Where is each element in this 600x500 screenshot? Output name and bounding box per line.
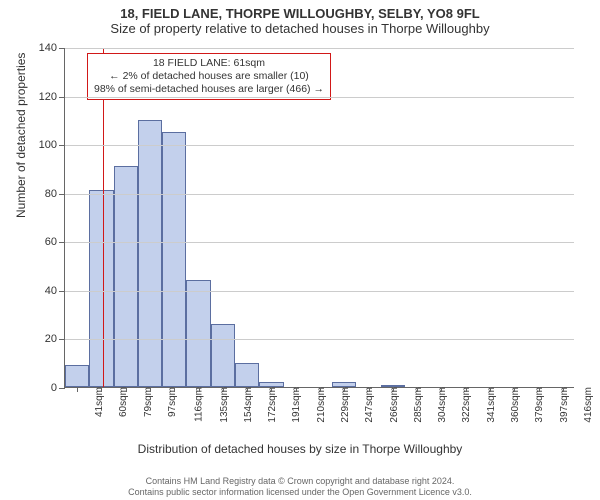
x-tick [417,387,418,392]
x-tick-label: 79sqm [141,387,154,417]
x-tick [320,387,321,392]
x-tick [199,387,200,392]
annotation-text-line: ← 2% of detached houses are smaller (10) [94,70,324,83]
x-tick [126,387,127,392]
chart-title: 18, FIELD LANE, THORPE WILLOUGHBY, SELBY… [0,0,600,21]
x-tick [150,387,151,392]
x-tick-label: 247sqm [362,387,375,423]
x-tick-label: 191sqm [289,387,302,423]
histogram-bar [65,365,89,387]
chart-plot-area: 18 FIELD LANE: 61sqm ← 2% of detached ho… [64,48,574,388]
y-tick-label: 40 [45,285,65,297]
x-tick [514,387,515,392]
annotation-box: 18 FIELD LANE: 61sqm ← 2% of detached ho… [87,53,331,100]
y-tick-label: 0 [51,382,65,394]
annotation-text-line: 98% of semi-detached houses are larger (… [94,83,324,96]
x-tick [174,387,175,392]
x-tick-label: 322sqm [459,387,472,423]
x-tick [271,387,272,392]
gridline [65,291,574,292]
x-tick-label: 116sqm [192,387,205,422]
x-tick [490,387,491,392]
x-tick [296,387,297,392]
x-tick-label: 266sqm [386,387,399,423]
x-tick [441,387,442,392]
y-tick-label: 120 [39,91,65,103]
x-tick [393,387,394,392]
x-tick-label: 172sqm [265,387,278,423]
x-tick-label: 360sqm [508,387,521,423]
chart-subtitle: Size of property relative to detached ho… [0,21,600,40]
gridline [65,194,574,195]
x-tick-label: 97sqm [165,387,178,417]
x-tick-label: 229sqm [338,387,351,423]
gridline [65,242,574,243]
x-tick [77,387,78,392]
x-tick [466,387,467,392]
histogram-bar [89,190,113,387]
x-axis-label: Distribution of detached houses by size … [0,442,600,456]
y-tick-label: 140 [39,42,65,54]
x-tick-label: 60sqm [116,387,129,417]
x-tick-label: 285sqm [411,387,424,423]
annotation-text-line: 18 FIELD LANE: 61sqm [94,57,324,70]
histogram-bar [186,280,210,387]
gridline [65,145,574,146]
x-tick [223,387,224,392]
histogram-bar [211,324,235,387]
footer-attribution: Contains HM Land Registry data © Crown c… [0,476,600,498]
gridline [65,97,574,98]
x-tick [101,387,102,392]
y-tick-label: 20 [45,333,65,345]
histogram-bar [114,166,138,387]
y-tick-label: 100 [39,139,65,151]
y-tick-label: 80 [45,188,65,200]
page-root: 18, FIELD LANE, THORPE WILLOUGHBY, SELBY… [0,0,600,500]
x-tick-label: 397sqm [556,387,569,423]
x-tick-label: 304sqm [435,387,448,423]
footer-line: Contains HM Land Registry data © Crown c… [0,476,600,487]
x-tick-label: 154sqm [241,387,254,423]
x-tick-label: 341sqm [483,387,496,423]
y-tick-label: 60 [45,236,65,248]
footer-line: Contains public sector information licen… [0,487,600,498]
x-tick-label: 379sqm [532,387,545,423]
histogram-bar [235,363,259,387]
x-tick [369,387,370,392]
y-axis-label: Number of detached properties [14,53,28,218]
gridline [65,339,574,340]
x-tick-label: 135sqm [216,387,229,423]
x-tick [539,387,540,392]
histogram-bar [162,132,186,387]
x-tick-label: 210sqm [313,387,326,423]
gridline [65,48,574,49]
x-tick-label: 41sqm [92,387,105,417]
x-tick [344,387,345,392]
x-tick [247,387,248,392]
histogram-bar [138,120,162,387]
x-tick-label: 416sqm [581,387,594,423]
x-tick [563,387,564,392]
